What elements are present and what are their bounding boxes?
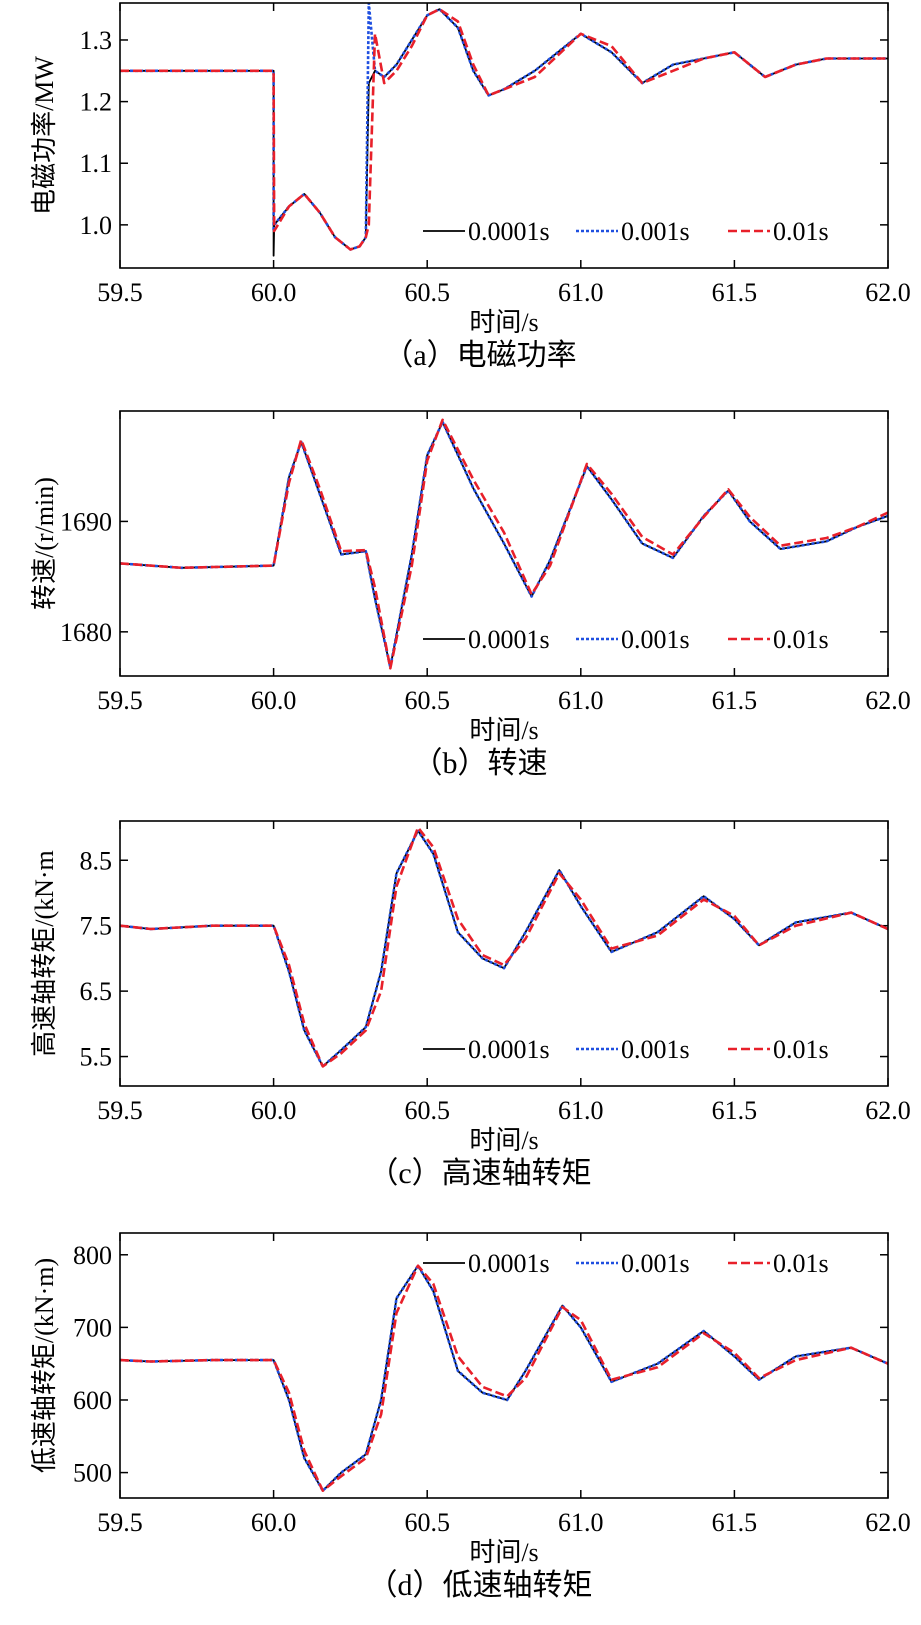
y-axis-label: 低速轴转矩/(kN·m) xyxy=(30,1258,59,1473)
series-line-0.001s xyxy=(120,1264,888,1492)
y-tick-label: 1680 xyxy=(60,618,112,647)
panel-caption: （d）低速轴转矩 xyxy=(368,1569,593,1602)
x-tick-label: 60.5 xyxy=(404,686,450,715)
y-tick-label: 600 xyxy=(73,1386,112,1415)
series-line-0.0001s xyxy=(120,829,888,1068)
series-line-0.01s xyxy=(120,1264,888,1492)
x-tick-label: 60.5 xyxy=(404,1508,450,1537)
x-tick-label: 60.0 xyxy=(251,278,297,307)
x-tick-label: 59.5 xyxy=(97,686,143,715)
legend-label-0.01s: 0.01s xyxy=(773,217,829,246)
y-tick-label: 800 xyxy=(73,1241,112,1270)
plot-frame xyxy=(119,2,889,269)
y-tick-label: 500 xyxy=(73,1459,112,1488)
x-tick-label: 61.5 xyxy=(712,278,758,307)
panel-caption: （b）转速 xyxy=(413,747,548,780)
x-tick-label: 61.5 xyxy=(712,686,758,715)
series-line-0.01s xyxy=(120,7,888,251)
legend-label-0.0001s: 0.0001s xyxy=(468,1249,550,1278)
x-tick-label: 62.0 xyxy=(865,1096,911,1125)
x-tick-label: 62.0 xyxy=(865,1508,911,1537)
legend-label-0.0001s: 0.0001s xyxy=(468,1035,550,1064)
x-tick-label: 61.0 xyxy=(558,1096,604,1125)
x-axis-label: 时间/s xyxy=(469,308,538,337)
x-tick-label: 61.0 xyxy=(558,1508,604,1537)
chart-panel-a: 59.5 60.0 60.5 61.0 61.5 62.0 1.0 1.1 1.2 1.3 0.00… xyxy=(30,2,911,372)
y-tick-label: 8.5 xyxy=(80,846,113,875)
chart-panel-d: 59.5 60.0 60.5 61.0 61.5 62.0 500 600 700 800 0.00… xyxy=(30,1232,911,1602)
x-tick-label: 61.5 xyxy=(712,1508,758,1537)
legend-label-0.0001s: 0.0001s xyxy=(468,217,550,246)
x-tick-label: 62.0 xyxy=(865,686,911,715)
x-axis-label: 时间/s xyxy=(469,716,538,745)
y-axis-label: 高速轴转矩/(kN·m xyxy=(30,850,59,1057)
y-axis-label: 电磁功率/MW xyxy=(30,56,59,215)
y-tick-label: 7.5 xyxy=(80,912,113,941)
x-tick-label: 62.0 xyxy=(865,278,911,307)
legend-label-0.001s: 0.001s xyxy=(621,625,690,654)
panel-caption: （a）电磁功率 xyxy=(383,339,576,372)
legend-label-0.001s: 0.001s xyxy=(621,1249,690,1278)
x-tick-label: 59.5 xyxy=(97,1096,143,1125)
x-tick-label: 61.0 xyxy=(558,686,604,715)
series-line-0.01s xyxy=(120,418,888,670)
legend-label-0.001s: 0.001s xyxy=(621,1035,690,1064)
x-tick-label: 59.5 xyxy=(97,1508,143,1537)
series-line-0.001s xyxy=(120,420,888,669)
y-tick-label: 5.5 xyxy=(80,1043,113,1072)
legend-label-0.0001s: 0.0001s xyxy=(468,625,550,654)
x-tick-label: 59.5 xyxy=(97,278,143,307)
legend-label-0.01s: 0.01s xyxy=(773,1035,829,1064)
x-tick-label: 60.0 xyxy=(251,686,297,715)
series-line-0.001s xyxy=(120,829,888,1068)
series-line-0.001s xyxy=(120,3,888,251)
x-tick-label: 60.5 xyxy=(404,1096,450,1125)
x-axis-label: 时间/s xyxy=(469,1538,538,1567)
x-tick-label: 60.0 xyxy=(251,1508,297,1537)
plot-frame xyxy=(119,410,889,677)
x-axis-label: 时间/s xyxy=(469,1126,538,1155)
y-tick-label: 1.1 xyxy=(80,149,113,178)
legend-label-0.01s: 0.01s xyxy=(773,1249,829,1278)
panel-caption: （c）高速轴转矩 xyxy=(368,1157,591,1190)
y-tick-label: 1690 xyxy=(60,507,112,536)
y-axis-label: 转速/(r/min) xyxy=(30,477,59,610)
x-tick-label: 60.0 xyxy=(251,1096,297,1125)
legend-label-0.001s: 0.001s xyxy=(621,217,690,246)
plot-frame xyxy=(119,820,889,1087)
plot-frame xyxy=(119,1232,889,1499)
y-tick-label: 700 xyxy=(73,1313,112,1342)
legend-label-0.01s: 0.01s xyxy=(773,625,829,654)
x-tick-label: 60.5 xyxy=(404,278,450,307)
x-tick-label: 61.0 xyxy=(558,278,604,307)
series-line-0.0001s xyxy=(120,1264,888,1492)
y-tick-label: 6.5 xyxy=(80,977,113,1006)
chart-panel-b: 59.5 60.0 60.5 61.0 61.5 62.0 1680 1690 0.0001s 0… xyxy=(30,410,911,780)
y-tick-label: 1.0 xyxy=(80,211,113,240)
y-tick-label: 1.2 xyxy=(80,88,113,117)
x-tick-label: 61.5 xyxy=(712,1096,758,1125)
y-tick-label: 1.3 xyxy=(80,26,113,55)
series-line-0.01s xyxy=(120,826,888,1068)
chart-panel-c: 59.5 60.0 60.5 61.0 61.5 62.0 5.5 6.5 7.5 8.5 0.00… xyxy=(30,820,911,1190)
